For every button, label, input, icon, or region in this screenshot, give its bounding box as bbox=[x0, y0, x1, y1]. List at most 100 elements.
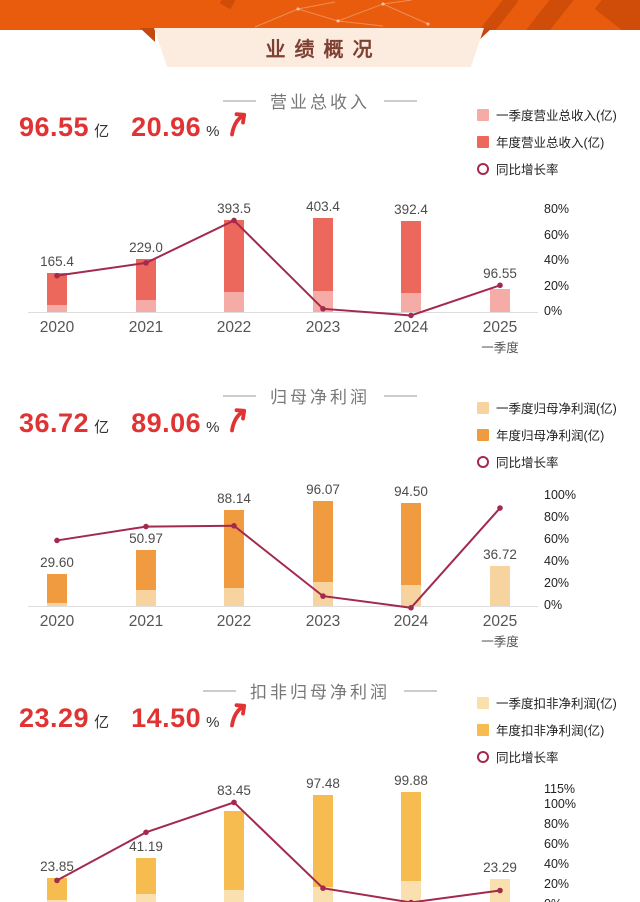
bar-q1-2021 bbox=[136, 300, 156, 312]
bar-value-label: 229.0 bbox=[129, 239, 163, 255]
x-axis-label: 2021 bbox=[128, 319, 164, 336]
x-axis-sublabel: 一季度 bbox=[481, 635, 519, 649]
bar-value-label: 23.29 bbox=[483, 859, 517, 875]
legend-item: 一季度归母净利润(亿) bbox=[477, 401, 617, 416]
title-dash bbox=[203, 689, 236, 692]
x-axis-label: 2024 bbox=[393, 319, 429, 336]
non-gaap-headline: 23.29 亿 14.50 % bbox=[19, 703, 250, 734]
legend-label: 一季度扣非净利润(亿) bbox=[496, 697, 617, 711]
right-axis-tick: 20% bbox=[544, 877, 570, 891]
legend-item: 同比增长率 bbox=[477, 162, 617, 177]
growth-rate-ring-icon bbox=[477, 750, 489, 763]
legend-item: 同比增长率 bbox=[477, 750, 617, 765]
bar-value-label: 88.14 bbox=[217, 490, 251, 506]
ribbon-fold-left bbox=[140, 28, 155, 42]
right-axis-tick: 100% bbox=[544, 488, 576, 502]
legend-item: 年度扣非净利润(亿) bbox=[477, 723, 617, 738]
bar-annual-2020 bbox=[47, 878, 67, 902]
bar-annual-2023 bbox=[313, 794, 333, 902]
bar-annual-2021 bbox=[136, 858, 156, 902]
headline-value: 23.29 bbox=[19, 703, 90, 733]
bar-q1-2021 bbox=[136, 589, 156, 606]
legend-swatch bbox=[477, 428, 489, 441]
up-arrow-icon bbox=[229, 112, 246, 137]
right-axis-tick: 40% bbox=[544, 554, 570, 568]
right-axis-tick: 80% bbox=[544, 817, 570, 831]
bar-q1-2021 bbox=[136, 894, 156, 902]
legend-item: 年度营业总收入(亿) bbox=[477, 135, 617, 150]
bar-q1-2023 bbox=[313, 887, 333, 902]
line-marker bbox=[320, 306, 326, 312]
legend-swatch bbox=[477, 401, 489, 414]
non-gaap-legend: 一季度扣非净利润(亿) 年度扣非净利润(亿) 同比增长率 bbox=[477, 696, 617, 777]
x-axis-line bbox=[28, 606, 538, 607]
bar-value-label: 96.07 bbox=[306, 481, 340, 497]
bar-annual-2024 bbox=[401, 220, 421, 312]
bar-annual-2022 bbox=[224, 220, 244, 312]
net-profit-chart-plot: 0% 20% 40% 60% 80% 100% 29.60 50.97 88.14 96.07 94… bbox=[0, 478, 640, 650]
bar-q1-2022 bbox=[224, 588, 244, 606]
bar-value-label: 97.48 bbox=[306, 775, 340, 791]
right-axis-tick: 0% bbox=[544, 598, 563, 612]
legend-label: 同比增长率 bbox=[496, 163, 559, 177]
headline-growth: 14.50 bbox=[131, 703, 202, 733]
line-marker bbox=[497, 505, 503, 511]
line-marker bbox=[408, 604, 414, 611]
legend-swatch bbox=[477, 135, 489, 148]
right-axis-tick: 0% bbox=[544, 304, 563, 318]
bar-value-label: 99.88 bbox=[394, 773, 428, 789]
line-marker bbox=[231, 523, 237, 529]
x-axis-sublabel: 一季度 bbox=[481, 341, 519, 355]
revenue-headline: 96.55 亿 20.96 % bbox=[19, 112, 250, 143]
headline-growth-unit: % bbox=[206, 123, 220, 140]
line-marker bbox=[408, 899, 414, 902]
headline-unit: 亿 bbox=[94, 419, 110, 436]
constellation-mesh-decoration bbox=[254, 0, 430, 28]
section-title-revenue: 营业总收入 bbox=[0, 88, 640, 113]
legend-item: 年度归母净利润(亿) bbox=[477, 428, 617, 443]
growth-rate-line bbox=[54, 217, 503, 319]
line-marker bbox=[497, 282, 503, 289]
section-title-text: 扣非归母净利润 bbox=[250, 683, 390, 702]
bar-q1-2024 bbox=[401, 293, 421, 312]
section-title-text: 营业总收入 bbox=[270, 93, 370, 112]
legend-label: 同比增长率 bbox=[496, 751, 559, 765]
legend-label: 同比增长率 bbox=[496, 456, 559, 470]
legend-item: 同比增长率 bbox=[477, 455, 617, 470]
bar-q1-2022 bbox=[224, 292, 244, 312]
line-marker bbox=[143, 523, 149, 530]
bar-value-label: 96.55 bbox=[483, 266, 517, 282]
x-axis-label: 2022 bbox=[216, 319, 252, 336]
bar-q1-2022 bbox=[224, 889, 244, 902]
legend-label: 年度营业总收入(亿) bbox=[496, 136, 605, 150]
x-axis-label: 2022 bbox=[216, 613, 252, 630]
headline-value: 96.55 bbox=[19, 112, 90, 142]
right-axis-tick: 80% bbox=[544, 510, 570, 524]
bar-annual-2024 bbox=[401, 792, 421, 902]
section-title-non-gaap: 扣非归母净利润 bbox=[0, 678, 640, 703]
headline-growth-unit: % bbox=[206, 714, 220, 731]
section-title-text: 归母净利润 bbox=[270, 388, 370, 407]
bar-annual-2022 bbox=[224, 509, 244, 606]
bar-q1-2024 bbox=[401, 881, 421, 902]
x-axis-line bbox=[28, 312, 538, 313]
bar-value-label: 29.60 bbox=[40, 554, 74, 570]
right-axis-tick: 100% bbox=[544, 797, 576, 811]
net-profit-headline: 36.72 亿 89.06 % bbox=[19, 408, 250, 439]
line-marker bbox=[231, 217, 237, 224]
bar-q1-2020 bbox=[47, 304, 67, 312]
x-axis-label: 2021 bbox=[128, 613, 164, 630]
bar-annual-2020 bbox=[47, 573, 67, 606]
line-marker bbox=[54, 877, 60, 884]
x-axis-label: 2020 bbox=[39, 613, 75, 630]
bar-annual-2023 bbox=[313, 500, 333, 606]
bar-value-label: 41.19 bbox=[129, 839, 163, 855]
line-marker bbox=[143, 829, 149, 836]
bar-value-label: 50.97 bbox=[129, 531, 163, 547]
bar-q1-2020 bbox=[47, 602, 67, 606]
growth-rate-line bbox=[54, 505, 503, 611]
x-axis-label: 2025 bbox=[482, 319, 518, 336]
line-marker bbox=[497, 887, 503, 894]
headline-unit: 亿 bbox=[94, 123, 110, 140]
